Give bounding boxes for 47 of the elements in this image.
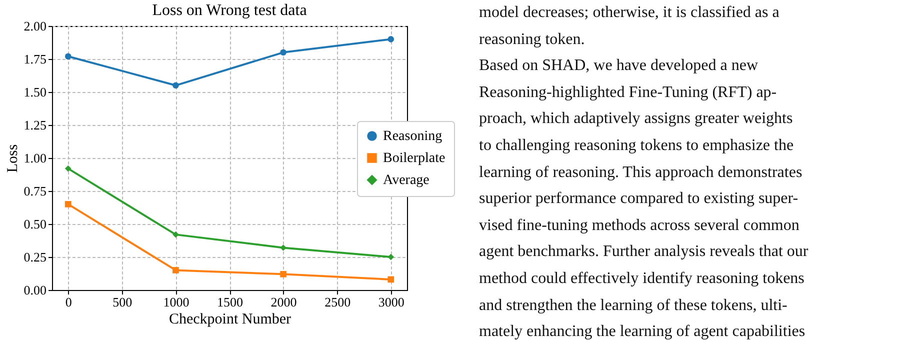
legend-label: Average — [383, 173, 430, 188]
x-tick-label: 500 — [112, 294, 132, 310]
text: model decreases; otherwise, it is classified as a — [479, 3, 780, 23]
text: proach, which adaptively assigns greater weights — [479, 109, 794, 130]
y-tick-label: 1.25 — [24, 118, 46, 132]
text: reasoning token. — [479, 30, 586, 50]
point — [280, 271, 286, 278]
text: Reasoning-highlighted Fine-Tuning (RFT) ap- — [479, 82, 778, 103]
legend-label: Reasoning — [383, 129, 442, 144]
x-tick-label: 1000 — [163, 294, 190, 310]
text: vised fine-tuning methods across several common — [479, 216, 800, 236]
point — [388, 36, 394, 42]
text: to challenging reasoning tokens to emphasize the — [479, 136, 795, 156]
text: and strengthen the learning of these tokens, ulti- — [479, 296, 788, 316]
point — [388, 254, 394, 260]
text: mately enhancing the learning of agent capabilities — [479, 322, 806, 342]
y-tick-label: 1.00 — [24, 150, 46, 166]
y-tick-label: 2.00 — [24, 18, 46, 34]
x-tick-label: 1500 — [217, 294, 243, 310]
point — [64, 165, 72, 172]
y-tick-label: 0.25 — [24, 250, 46, 264]
text: method could effectively identify reasoning tokens — [479, 268, 806, 289]
y-tick-label: 0.50 — [24, 216, 46, 232]
y-tick-label: 0.75 — [24, 184, 46, 198]
point — [388, 276, 394, 283]
y-tick-label: 1.75 — [24, 52, 46, 66]
point — [280, 244, 286, 251]
x-tick-label: 2500 — [324, 294, 351, 310]
y-axis-title: Loss — [4, 144, 21, 173]
y-tick-label: 1.50 — [24, 84, 46, 100]
text: Based on SHAD, we have developed a new — [479, 56, 760, 76]
x-tick-label: 2000 — [270, 294, 297, 310]
y-tick-label: 0.00 — [24, 282, 46, 298]
text: superior performance compared to existing super- — [479, 189, 800, 210]
point — [64, 201, 72, 208]
text: learning of reasoning. This approach demonstrates — [479, 162, 804, 183]
x-tick-label: 0 — [65, 294, 72, 310]
chart-title: Loss on Wrong test data — [152, 2, 307, 19]
point — [172, 267, 179, 274]
legend-label: Boilerplate — [383, 151, 446, 166]
text: agent benchmarks. Further analysis reveals that our — [479, 242, 808, 262]
point — [280, 49, 286, 56]
point — [172, 231, 179, 238]
point — [172, 82, 179, 89]
x-axis-title: Checkpoint Number — [168, 312, 292, 328]
point — [64, 53, 72, 60]
x-tick-label: 3000 — [378, 294, 404, 310]
